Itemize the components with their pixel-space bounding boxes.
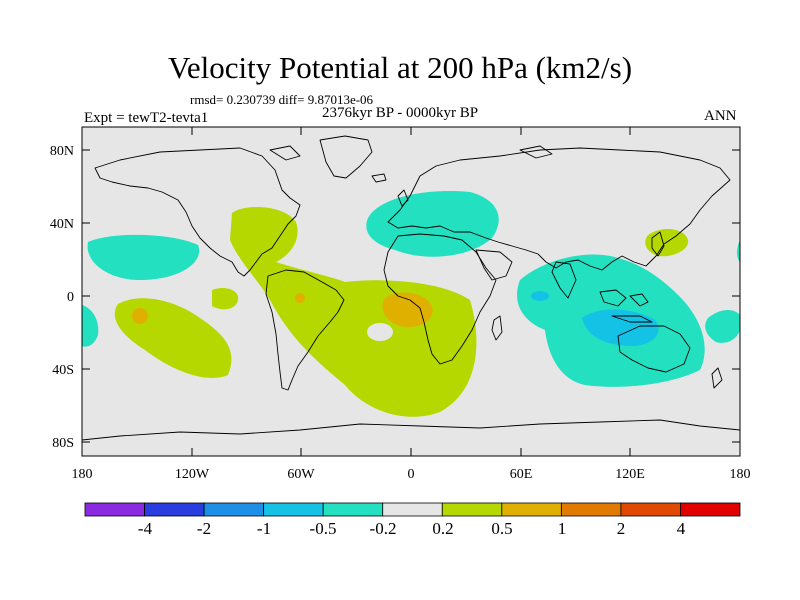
positive-region-eq-pacific (212, 288, 239, 310)
neutral-hole (367, 323, 393, 341)
lon-label: 120E (615, 467, 645, 482)
lon-label: 120W (175, 467, 210, 482)
colorbar-label: -0.2 (370, 519, 397, 538)
colorbar-label: -0.5 (310, 519, 337, 538)
stats-line: rmsd= 0.230739 diff= 9.87013e-06 (190, 92, 374, 107)
season-label: ANN (704, 108, 737, 124)
lon-label: 180 (730, 467, 751, 482)
lon-label: 180 (72, 467, 93, 482)
colorbar-label: 1 (558, 519, 567, 538)
strong-negative-indonesia (582, 309, 659, 346)
colorbar-label: -1 (257, 519, 271, 538)
lat-label: 40N (50, 217, 74, 232)
colorbar-label: 0.5 (491, 519, 512, 538)
lat-label: 40S (52, 363, 74, 378)
colorbar-box (441, 502, 503, 517)
colorbar-box (144, 502, 205, 517)
colorbar-label: -2 (197, 519, 211, 538)
period-label: 2376kyr BP - 0000kyr BP (322, 105, 479, 121)
lat-label: 80N (50, 144, 74, 159)
negative-region-east-pacific (705, 310, 740, 343)
colorbar-box (263, 502, 324, 517)
plot-title: Velocity Potential at 200 hPa (km2/s) (167, 50, 633, 85)
strong-positive-pacific (132, 308, 148, 324)
colorbar-label: -4 (138, 519, 153, 538)
lon-ticks (81, 127, 741, 456)
negative-region-east-edge (737, 240, 740, 262)
coastlines (82, 135, 740, 441)
lon-label: 60E (510, 467, 533, 482)
colorbar-box (322, 502, 384, 517)
colorbar-label: 0.2 (432, 519, 453, 538)
strong-negative-east-africa (531, 291, 549, 301)
negative-region-eurasia (366, 191, 499, 257)
positive-region-atlantic (230, 206, 477, 417)
negative-region-n-pacific (87, 234, 200, 280)
colorbar-box (680, 502, 741, 517)
lat-label: 0 (67, 290, 74, 305)
lon-label: 60W (287, 467, 315, 482)
colorbar-box (501, 502, 562, 517)
lat-label: 80S (52, 436, 74, 451)
colorbar (84, 502, 741, 517)
negative-region-west-edge (82, 305, 99, 347)
colorbar-labels: -4 -2 -1 -0.5 -0.2 0.2 0.5 1 2 4 (138, 519, 686, 538)
strong-positive-africa (382, 292, 433, 327)
colorbar-label: 4 (677, 519, 686, 538)
colorbar-box (382, 502, 443, 517)
colorbar-box (620, 502, 681, 517)
experiment-label: Expt = tewT2-tevta1 (84, 110, 209, 126)
colorbar-box (560, 502, 622, 517)
strong-positive-amazon (295, 293, 305, 303)
colorbar-box (84, 502, 145, 517)
colorbar-label: 2 (617, 519, 626, 538)
lon-label: 0 (408, 467, 415, 482)
lat-ticks (82, 149, 740, 443)
colorbar-box (203, 502, 265, 517)
